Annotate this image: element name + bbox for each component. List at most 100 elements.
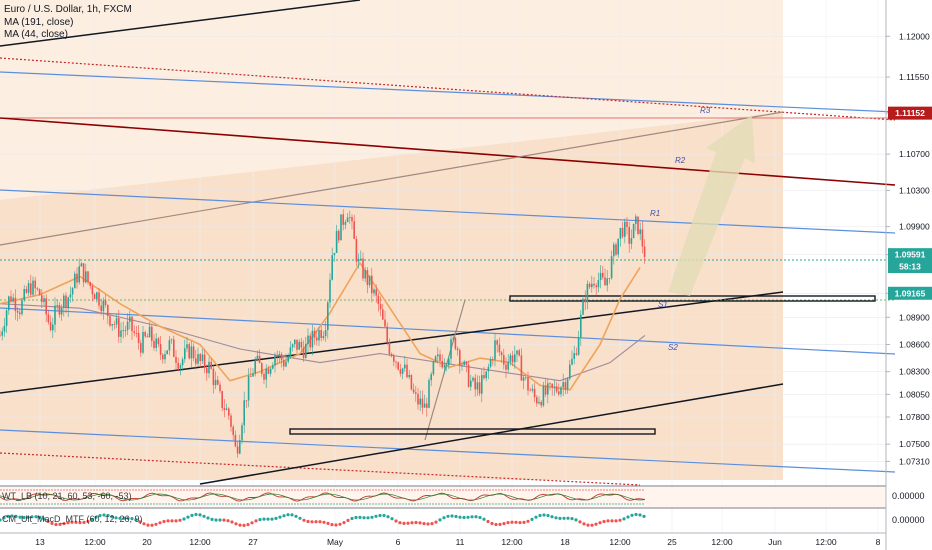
candle-body	[146, 336, 149, 338]
candle-body	[373, 289, 375, 294]
candle-body	[300, 341, 303, 348]
candle-body	[122, 330, 124, 332]
macd-dot	[114, 516, 118, 520]
y-tick-label-12: 1.07800	[899, 412, 930, 422]
lower-dotted-red-line	[0, 452, 641, 486]
price-tags: 1.11152 1.09591 58:13 1.09165	[888, 106, 932, 300]
candle-body	[236, 446, 239, 454]
candle-body	[531, 388, 534, 391]
ma-191-legend[interactable]: MA (191, close)	[4, 16, 74, 28]
candle-body	[32, 280, 34, 295]
candle-body	[558, 391, 560, 395]
candle-body	[525, 377, 527, 378]
macd-dot	[202, 514, 206, 518]
candle-body	[454, 337, 457, 349]
macd-dot	[590, 523, 594, 527]
candle-body	[12, 297, 14, 302]
macd-dot	[46, 519, 50, 524]
macd-indicator-label[interactable]: CM_Ult_MacD_MTF (60, 12, 26, 9)	[2, 514, 143, 524]
macd-dot	[38, 515, 42, 520]
macd-dot	[158, 521, 162, 525]
macd-dot	[226, 519, 230, 523]
x-tick-label-13: Jun	[768, 537, 782, 547]
candle-body	[478, 382, 481, 394]
candle-body	[584, 298, 586, 303]
macd-dot	[642, 514, 646, 519]
macd-dot	[294, 514, 298, 518]
channel-shade	[0, 112, 783, 480]
candle-body	[58, 305, 61, 315]
candle-body	[243, 400, 245, 426]
candle-body	[432, 361, 435, 375]
rising-wedge-line	[0, 111, 784, 246]
macd-dot	[410, 521, 414, 525]
s1-label: S1	[658, 300, 668, 309]
candle-body	[78, 266, 80, 283]
macd-dot	[594, 522, 598, 526]
price-tag-bg-2	[888, 260, 932, 274]
candle-body	[487, 366, 490, 372]
macd-dot	[230, 520, 234, 524]
macd-dot	[482, 517, 486, 521]
macd-dot	[478, 515, 482, 520]
symbol-title[interactable]: Euro / U.S. Dollar, 1h, FXCM	[4, 4, 132, 15]
wt-indicator-label[interactable]: WT_LB (10, 21, 60, 53, -60, -53)	[2, 491, 132, 501]
candle-body	[324, 330, 327, 336]
macd-dot	[402, 521, 406, 526]
macd-dot	[182, 517, 186, 521]
candle-body	[258, 355, 261, 364]
macd-dot	[338, 522, 342, 526]
macd-dot	[98, 514, 102, 518]
candle-body	[302, 347, 305, 359]
macd-dot	[262, 517, 266, 521]
candle-body	[459, 350, 461, 366]
candle-body	[621, 227, 624, 237]
candle-body	[307, 335, 309, 344]
macd-dot	[190, 513, 194, 518]
macd-dot	[530, 517, 534, 522]
candle-body	[335, 230, 338, 253]
macd-dot	[110, 515, 114, 519]
macd-dot	[422, 522, 426, 526]
candle-body	[184, 348, 186, 360]
x-tick-label-9: 18	[560, 537, 570, 547]
candle-body	[533, 388, 536, 398]
candle-body	[555, 386, 558, 392]
candle-body	[21, 300, 23, 315]
candle-body	[133, 331, 135, 333]
candle-body	[113, 324, 116, 325]
candle-body	[375, 289, 377, 296]
candle-body	[544, 385, 547, 395]
candles	[0, 209, 646, 458]
candle-body	[518, 350, 520, 356]
macd-dot	[610, 519, 614, 523]
candle-body	[397, 362, 399, 370]
x-tick-label-3: 12:00	[189, 537, 211, 547]
macd-dot	[122, 516, 126, 520]
macd-dot	[378, 513, 382, 518]
candle-body	[36, 288, 39, 290]
candle-body	[230, 415, 232, 427]
candle-body	[393, 356, 395, 362]
macd-dot	[198, 513, 202, 517]
candle-body	[520, 355, 523, 381]
candle-body	[228, 408, 230, 416]
ma-44-legend[interactable]: MA (44, close)	[4, 29, 68, 40]
candle-body	[582, 298, 584, 315]
candle-body	[190, 346, 193, 359]
candle-body	[186, 344, 188, 349]
macd-dot	[330, 523, 334, 527]
candle-body	[353, 221, 355, 239]
macd-dot	[578, 520, 582, 524]
candle-body	[111, 324, 113, 326]
time-axis[interactable]: 13 12:00 20 12:00 27 May 6 11 12:00 18 12:00 25 12:0…	[35, 537, 880, 547]
macd-dot	[222, 518, 226, 522]
candle-body	[593, 283, 595, 286]
candle-body	[175, 356, 177, 363]
candle-body	[67, 297, 69, 309]
macd-dot	[186, 515, 190, 519]
candle-body	[599, 272, 602, 281]
candle-body	[617, 238, 619, 255]
candle-body	[234, 434, 237, 447]
